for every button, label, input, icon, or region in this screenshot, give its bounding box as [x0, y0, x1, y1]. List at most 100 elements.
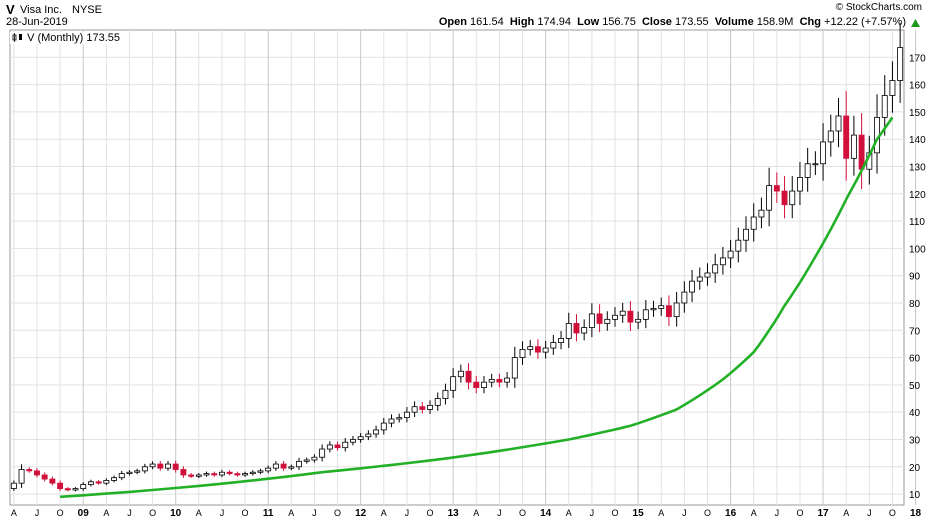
- candle-body: [34, 470, 40, 476]
- candle-body: [850, 134, 857, 159]
- candle-body: [49, 478, 56, 484]
- candle-body: [766, 185, 773, 211]
- y-tick-label: 140: [909, 135, 926, 146]
- candle-body: [319, 448, 326, 458]
- candle-body: [342, 441, 349, 449]
- candle-body: [604, 318, 611, 324]
- x-tick-label: J: [775, 508, 780, 518]
- y-tick-label: 120: [909, 190, 926, 201]
- x-tick-label: O: [611, 508, 618, 518]
- candle-body: [157, 463, 164, 469]
- candle-body: [141, 466, 148, 472]
- x-tick-label: O: [242, 508, 249, 518]
- stat-high-value: 174.94: [537, 16, 571, 28]
- x-tick-label: A: [751, 508, 757, 518]
- candle-body: [450, 376, 457, 391]
- candle-body: [519, 348, 526, 358]
- candle-body: [773, 185, 780, 192]
- candle-body: [827, 130, 834, 143]
- candle-body: [350, 439, 356, 443]
- candle-body: [118, 473, 125, 479]
- candle-body: [743, 228, 749, 241]
- candle-body: [627, 310, 634, 323]
- x-tick-label: 09: [78, 508, 90, 519]
- x-tick-label: A: [103, 508, 109, 518]
- chart-legend: V (Monthly) 173.55: [10, 32, 122, 44]
- candle-body: [488, 379, 495, 383]
- y-tick-label: 150: [909, 108, 926, 119]
- x-tick-label: J: [867, 508, 872, 518]
- candle-body: [558, 338, 564, 343]
- x-tick-label: 15: [633, 508, 645, 519]
- stat-close-label: Close: [641, 16, 672, 28]
- candle-body: [442, 389, 449, 399]
- candle-body: [373, 429, 380, 435]
- x-tick-label: A: [288, 508, 294, 518]
- candle-body: [804, 163, 811, 178]
- y-tick-label: 30: [909, 435, 921, 446]
- candle-body: [542, 347, 549, 353]
- ticker-symbol: V: [6, 2, 15, 17]
- stat-open-value: 161.54: [470, 16, 504, 28]
- candle-body: [41, 474, 48, 480]
- candle-body: [735, 239, 742, 252]
- x-tick-label: O: [796, 508, 803, 518]
- candle-body: [434, 398, 441, 406]
- candle-body: [111, 477, 117, 481]
- candlestick-icon: [12, 33, 22, 42]
- candle-body: [80, 484, 87, 490]
- x-tick-label: A: [381, 508, 387, 518]
- candle-body: [326, 444, 333, 450]
- stat-chg-value: +12.22 (+7.57%): [824, 16, 906, 28]
- x-tick-label: J: [220, 508, 225, 518]
- x-tick-label: 16: [725, 508, 737, 519]
- candle-body: [511, 357, 518, 379]
- y-tick-label: 80: [909, 299, 921, 310]
- stat-low-label: Low: [577, 16, 600, 28]
- candle-body: [465, 370, 472, 383]
- candle-body: [581, 327, 588, 334]
- chg-up-arrow-icon: [911, 19, 920, 27]
- x-tick-label: A: [566, 508, 572, 518]
- candle-body: [357, 436, 364, 440]
- x-tick-label: J: [127, 508, 132, 518]
- candle-body: [534, 346, 541, 353]
- candle-body: [665, 305, 672, 318]
- stat-chg-label: Chg: [799, 16, 821, 28]
- candle-body: [820, 141, 827, 165]
- candle-body: [588, 313, 595, 328]
- y-tick-label: 40: [909, 408, 921, 419]
- y-tick-label: 90: [909, 272, 921, 283]
- x-tick-label: 17: [818, 508, 830, 519]
- candle-body: [658, 305, 665, 309]
- candle-body: [650, 308, 657, 311]
- candle-body: [311, 456, 318, 461]
- candle-body: [411, 406, 418, 413]
- candle-body: [72, 488, 79, 491]
- y-tick-label: 20: [909, 463, 921, 474]
- x-tick-label: O: [57, 508, 64, 518]
- candle-body: [858, 134, 865, 170]
- candle-body: [403, 411, 410, 419]
- candle-body: [165, 463, 171, 469]
- x-tick-label: 14: [540, 508, 552, 519]
- candle-body: [203, 473, 210, 476]
- stat-open-label: Open: [438, 16, 467, 28]
- candle-body: [835, 115, 842, 132]
- candle-body: [427, 404, 433, 410]
- candle-body: [288, 466, 295, 469]
- candle-body: [619, 310, 626, 316]
- candle-body: [897, 47, 904, 81]
- candle-body: [704, 272, 711, 278]
- candle-body: [303, 459, 310, 462]
- candle-body: [596, 313, 603, 324]
- chart-date: 28-Jun-2019: [6, 16, 68, 28]
- candle-body: [635, 318, 642, 323]
- candle-body: [812, 163, 819, 166]
- candle-body: [758, 209, 765, 218]
- candle-body: [188, 474, 195, 477]
- source-credit: © StockCharts.com: [835, 2, 922, 13]
- candle-body: [218, 471, 225, 476]
- candle-body: [681, 291, 688, 304]
- y-tick-label: 170: [909, 53, 926, 64]
